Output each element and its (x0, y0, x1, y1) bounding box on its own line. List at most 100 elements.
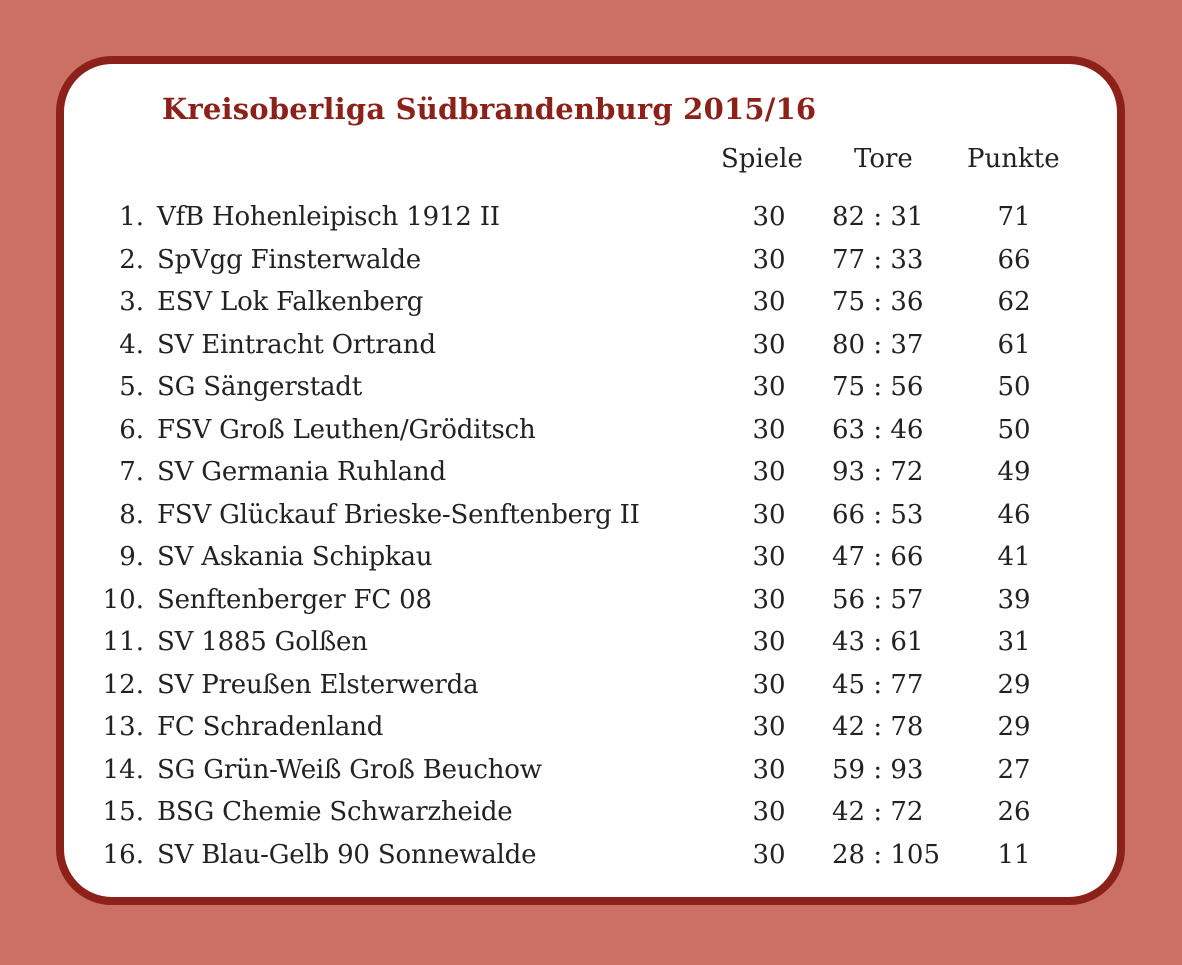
goals-cell: 43 : 61 (832, 627, 924, 657)
team-cell: SV Germania Ruhland (157, 457, 446, 487)
games-cell: 30 (752, 839, 786, 870)
table-row: 4. SV Eintracht Ortrand 30 80 : 37 61 (64, 330, 1117, 372)
points-cell: 27 (997, 754, 1031, 785)
team-cell: SG Grün-Weiß Groß Beuchow (157, 754, 542, 785)
header-goals: Tore (854, 144, 913, 174)
games-cell: 30 (752, 669, 786, 700)
games-cell: 30 (752, 457, 786, 487)
team-cell: FC Schradenland (157, 712, 384, 742)
header-points: Punkte (967, 144, 1060, 174)
points-cell: 66 (997, 244, 1031, 275)
points-cell: 50 (997, 414, 1031, 445)
points-cell: 49 (997, 457, 1031, 487)
games-cell: 30 (752, 287, 786, 317)
points-cell: 41 (997, 542, 1031, 572)
games-cell: 30 (752, 712, 786, 742)
points-cell: 29 (997, 712, 1031, 742)
goals-cell: 63 : 46 (832, 414, 924, 445)
table-row: 13. FC Schradenland 30 42 : 78 29 (64, 712, 1117, 754)
table-row: 8. FSV Glückauf Brieske-Senftenberg II 30 6… (64, 500, 1117, 542)
games-cell: 30 (752, 797, 786, 827)
table-row: 2. SpVgg Finsterwalde 30 77 : 33 66 (64, 245, 1117, 287)
team-cell: Senftenberger FC 08 (157, 584, 432, 615)
team-cell: SV Askania Schipkau (157, 542, 433, 572)
games-cell: 30 (752, 627, 786, 657)
rank-cell: 13. (102, 712, 144, 742)
games-cell: 30 (752, 584, 786, 615)
games-cell: 30 (752, 754, 786, 785)
goals-cell: 42 : 78 (832, 712, 924, 742)
team-cell: SV 1885 Golßen (157, 627, 368, 657)
team-cell: FSV Glückauf Brieske-Senftenberg II (157, 499, 640, 530)
rank-cell: 9. (119, 542, 144, 572)
goals-cell: 45 : 77 (832, 669, 924, 700)
rank-cell: 3. (119, 287, 144, 317)
team-cell: SV Blau-Gelb 90 Sonnewalde (157, 839, 537, 870)
header-games: Spiele (721, 144, 803, 174)
table-row: 16. SV Blau-Gelb 90 Sonnewalde 30 28 : 105 1… (64, 840, 1117, 882)
points-cell: 31 (997, 627, 1031, 657)
goals-cell: 93 : 72 (832, 457, 924, 487)
team-cell: FSV Groß Leuthen/Gröditsch (157, 414, 536, 445)
rank-cell: 10. (102, 584, 144, 615)
rank-cell: 7. (119, 457, 144, 487)
points-cell: 29 (997, 669, 1031, 700)
goals-cell: 75 : 56 (832, 372, 924, 402)
goals-cell: 28 : 105 (832, 839, 940, 870)
team-cell: SV Preußen Elsterwerda (157, 669, 479, 700)
games-cell: 30 (752, 329, 786, 360)
games-cell: 30 (752, 542, 786, 572)
goals-cell: 80 : 37 (832, 329, 924, 360)
league-title: Kreisoberliga Südbrandenburg 2015/16 (162, 92, 817, 126)
games-cell: 30 (752, 372, 786, 402)
goals-cell: 42 : 72 (832, 797, 924, 827)
table-row: 9. SV Askania Schipkau 30 47 : 66 41 (64, 542, 1117, 584)
table-row: 7. SV Germania Ruhland 30 93 : 72 49 (64, 457, 1117, 499)
goals-cell: 75 : 36 (832, 287, 924, 317)
games-cell: 30 (752, 244, 786, 275)
team-cell: BSG Chemie Schwarzheide (157, 797, 513, 827)
standings-card: Kreisoberliga Südbrandenburg 2015/16 Spi… (56, 56, 1125, 905)
points-cell: 50 (997, 372, 1031, 402)
rank-cell: 6. (119, 414, 144, 445)
rank-cell: 5. (119, 372, 144, 402)
table-row: 14. SG Grün-Weiß Groß Beuchow 30 59 : 93 27 (64, 755, 1117, 797)
games-cell: 30 (752, 499, 786, 530)
rank-cell: 1. (119, 202, 144, 232)
table-row: 12. SV Preußen Elsterwerda 30 45 : 77 29 (64, 670, 1117, 712)
goals-cell: 82 : 31 (832, 202, 924, 232)
team-cell: SpVgg Finsterwalde (157, 244, 421, 275)
table-row: 5. SG Sängerstadt 30 75 : 56 50 (64, 372, 1117, 414)
table-row: 11. SV 1885 Golßen 30 43 : 61 31 (64, 627, 1117, 669)
team-cell: SG Sängerstadt (157, 372, 362, 402)
points-cell: 39 (997, 584, 1031, 615)
points-cell: 26 (997, 797, 1031, 827)
table-row: 10. Senftenberger FC 08 30 56 : 57 39 (64, 585, 1117, 627)
table-row: 15. BSG Chemie Schwarzheide 30 42 : 72 26 (64, 797, 1117, 839)
games-cell: 30 (752, 414, 786, 445)
goals-cell: 66 : 53 (832, 499, 924, 530)
points-cell: 11 (997, 839, 1031, 870)
team-cell: ESV Lok Falkenberg (157, 287, 424, 317)
rank-cell: 12. (102, 669, 144, 700)
games-cell: 30 (752, 202, 786, 232)
rank-cell: 8. (119, 499, 144, 530)
points-cell: 46 (997, 499, 1031, 530)
rank-cell: 15. (102, 797, 144, 827)
rank-cell: 16. (102, 839, 144, 870)
goals-cell: 47 : 66 (832, 542, 924, 572)
table-row: 1. VfB Hohenleipisch 1912 II 30 82 : 31 71 (64, 202, 1117, 244)
points-cell: 71 (997, 202, 1031, 232)
goals-cell: 77 : 33 (832, 244, 924, 275)
table-row: 6. FSV Groß Leuthen/Gröditsch 30 63 : 46 50 (64, 415, 1117, 457)
goals-cell: 59 : 93 (832, 754, 924, 785)
team-cell: VfB Hohenleipisch 1912 II (157, 202, 500, 232)
points-cell: 62 (997, 287, 1031, 317)
rank-cell: 4. (119, 329, 144, 360)
goals-cell: 56 : 57 (832, 584, 924, 615)
team-cell: SV Eintracht Ortrand (157, 329, 436, 360)
rank-cell: 14. (102, 754, 144, 785)
table-row: 3. ESV Lok Falkenberg 30 75 : 36 62 (64, 287, 1117, 329)
rank-cell: 2. (119, 244, 144, 275)
rank-cell: 11. (102, 627, 144, 657)
